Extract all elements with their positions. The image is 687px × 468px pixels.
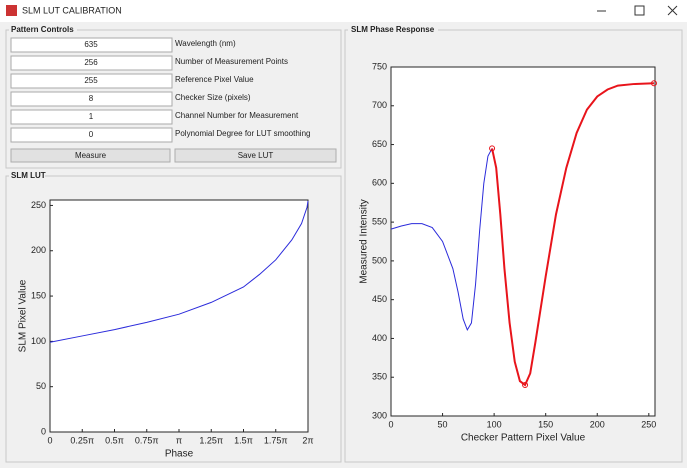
input-label: Polynomial Degree for LUT smoothing bbox=[175, 129, 310, 138]
data-point bbox=[650, 80, 657, 87]
panel-title: SLM LUT bbox=[11, 171, 46, 180]
text-input[interactable] bbox=[10, 127, 173, 143]
window-title: SLM LUT CALIBRATION bbox=[22, 5, 122, 15]
x-tick-label: 1.75π bbox=[264, 435, 288, 445]
data-point bbox=[489, 145, 496, 152]
data-point bbox=[522, 381, 529, 388]
pattern-panel bbox=[5, 29, 342, 169]
panel-title-bg bbox=[348, 25, 438, 35]
y-tick-label: 300 bbox=[372, 410, 387, 420]
y-tick-label: 200 bbox=[31, 245, 46, 255]
data-line bbox=[491, 82, 655, 387]
x-tick-label: 0 bbox=[388, 419, 393, 429]
title-bar bbox=[0, 0, 687, 22]
x-tick-label: 0.5π bbox=[105, 435, 124, 445]
x-tick-label: π bbox=[176, 435, 182, 445]
y-tick-label: 100 bbox=[31, 336, 46, 346]
button-label: Measure bbox=[75, 151, 107, 160]
x-tick-label: 0.75π bbox=[135, 435, 159, 445]
panel-title: SLM Phase Response bbox=[351, 25, 435, 34]
app-icon bbox=[6, 5, 17, 16]
panel-title-bg bbox=[9, 25, 77, 35]
text-input[interactable] bbox=[10, 109, 173, 125]
x-tick-label: 250 bbox=[641, 419, 656, 429]
input-value: 8 bbox=[89, 94, 94, 103]
x-tick-label: 200 bbox=[590, 419, 605, 429]
y-axis-label: SLM Pixel Value bbox=[18, 279, 29, 352]
button-label: Save LUT bbox=[238, 151, 274, 160]
input-value: 0 bbox=[89, 130, 94, 139]
input-label: Wavelength (nm) bbox=[175, 39, 236, 48]
y-tick-label: 150 bbox=[31, 290, 46, 300]
y-tick-label: 350 bbox=[372, 372, 387, 382]
x-axis-label: Phase bbox=[165, 449, 194, 460]
panel-title: Pattern Controls bbox=[11, 25, 74, 34]
x-tick-label: 0.25π bbox=[70, 435, 94, 445]
x-tick-label: 0 bbox=[47, 435, 52, 445]
text-input[interactable] bbox=[10, 73, 173, 89]
x-tick-label: 1.25π bbox=[199, 435, 223, 445]
y-tick-label: 650 bbox=[372, 139, 387, 149]
x-tick-label: 150 bbox=[538, 419, 553, 429]
button[interactable] bbox=[10, 148, 171, 163]
input-value: 635 bbox=[84, 40, 98, 49]
y-tick-label: 500 bbox=[372, 255, 387, 265]
input-value: 1 bbox=[89, 112, 94, 121]
x-axis-label: Checker Pattern Pixel Value bbox=[461, 433, 586, 444]
input-label: Channel Number for Measurement bbox=[175, 111, 299, 120]
text-input[interactable] bbox=[10, 37, 173, 53]
phase-panel bbox=[344, 29, 683, 463]
text-input[interactable] bbox=[10, 55, 173, 71]
button[interactable] bbox=[174, 148, 337, 163]
input-label: Number of Measurement Points bbox=[175, 57, 288, 66]
maximize-button[interactable] bbox=[634, 5, 645, 16]
panel-title-bg bbox=[9, 171, 45, 181]
text-input[interactable] bbox=[10, 91, 173, 107]
y-axis-label: Measured Intensity bbox=[359, 199, 370, 284]
input-value: 255 bbox=[84, 76, 98, 85]
y-tick-label: 250 bbox=[31, 200, 46, 210]
plot-area bbox=[390, 66, 656, 417]
y-tick-label: 600 bbox=[372, 178, 387, 188]
plot-area bbox=[49, 199, 309, 433]
y-tick-label: 700 bbox=[372, 100, 387, 110]
y-tick-label: 450 bbox=[372, 294, 387, 304]
y-tick-label: 400 bbox=[372, 333, 387, 343]
y-tick-label: 750 bbox=[372, 61, 387, 71]
y-tick-label: 50 bbox=[36, 381, 46, 391]
y-tick-label: 0 bbox=[41, 426, 46, 436]
close-button[interactable] bbox=[667, 5, 678, 16]
x-tick-label: 50 bbox=[438, 419, 448, 429]
x-tick-label: 2π bbox=[302, 435, 313, 445]
input-label: Checker Size (pixels) bbox=[175, 93, 251, 102]
input-value: 256 bbox=[84, 58, 98, 67]
input-label: Reference Pixel Value bbox=[175, 75, 254, 84]
lut-panel bbox=[5, 175, 342, 463]
x-tick-label: 100 bbox=[487, 419, 502, 429]
y-tick-label: 550 bbox=[372, 216, 387, 226]
data-line bbox=[49, 200, 309, 343]
x-tick-label: 1.5π bbox=[234, 435, 253, 445]
data-line bbox=[390, 148, 493, 332]
